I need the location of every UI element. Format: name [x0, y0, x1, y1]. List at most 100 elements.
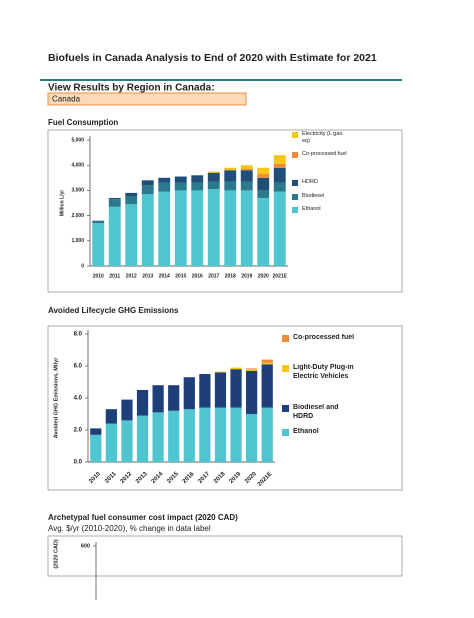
x-tick-label: 2010	[93, 273, 104, 279]
bar-segment	[257, 177, 270, 191]
bar-segment	[207, 189, 220, 266]
y-tick-label: 0	[81, 263, 84, 269]
x-tick-label: 2015	[166, 471, 180, 485]
bar-segment	[108, 199, 121, 207]
bar-segment	[183, 377, 195, 410]
chart-title: Avoided Lifecycle GHG Emissions	[48, 306, 179, 315]
page-title: Biofuels in Canada Analysis to End of 20…	[48, 52, 377, 64]
bar-segment	[257, 167, 270, 175]
bar-segment	[174, 176, 187, 183]
bar-segment	[121, 420, 133, 462]
bar-segment	[261, 362, 273, 365]
bar-segment	[191, 190, 204, 266]
x-tick-label: 2010	[88, 471, 102, 485]
legend-label: Electricity (L gas. eq)	[302, 131, 344, 144]
bar-segment	[199, 407, 211, 462]
legend-swatch	[292, 207, 298, 213]
legend-item: Biodiesel	[302, 193, 325, 199]
legend-label: Biodiesel	[302, 193, 325, 199]
bar-segment	[105, 423, 117, 462]
bar-segment	[246, 369, 258, 371]
bar-segment	[125, 192, 138, 197]
bar-segment	[261, 359, 273, 363]
y-tick-label: 0.0	[74, 460, 83, 466]
legend-swatch	[282, 365, 289, 372]
bar-segment	[108, 197, 121, 200]
region-value[interactable]: Canada	[52, 95, 81, 104]
legend-item: Electricity (L gas. eq)	[302, 131, 344, 144]
chart-frame	[47, 325, 403, 491]
section-heading: View Results by Region in Canada:	[48, 83, 215, 94]
legend-item: Light-Duty Plug-in Electric Vehicles	[293, 364, 354, 380]
bar-segment	[273, 167, 286, 183]
y-tick-label: 4,000	[71, 163, 84, 169]
legend-swatch	[292, 132, 298, 138]
bar-segment	[108, 206, 121, 266]
y-axis-label: Million L/yr	[59, 190, 65, 216]
bar-segment	[273, 155, 286, 164]
bar-segment	[199, 374, 211, 408]
bar-segment	[125, 204, 138, 266]
chart-title: Fuel Consumption	[48, 118, 118, 127]
bar-segment	[141, 185, 154, 195]
bar-segment	[92, 223, 105, 266]
legend-label: Co-processed fuel	[293, 334, 355, 341]
legend-label: Ethanol	[302, 206, 321, 212]
bar-segment	[105, 409, 117, 424]
x-tick-label: 2017	[208, 273, 219, 279]
x-tick-label: 2021E	[257, 471, 274, 488]
x-tick-label: 2018	[225, 273, 236, 279]
x-tick-label: 2017	[197, 471, 211, 485]
bar-segment	[230, 367, 242, 370]
x-tick-label: 2011	[109, 273, 120, 279]
x-tick-label: 2020	[258, 273, 269, 279]
x-tick-label: 2012	[126, 273, 137, 279]
bar-segment	[240, 168, 253, 171]
bar-segment	[214, 371, 227, 373]
bar-segment	[92, 220, 105, 224]
legend-swatch	[292, 194, 298, 200]
x-tick-label: 2014	[151, 471, 165, 485]
bar-segment	[152, 412, 164, 462]
legend-item: HDRD	[302, 179, 318, 185]
legend-label: Co-processed fuel	[302, 151, 347, 157]
bar-segment	[261, 364, 273, 408]
x-tick-label: 2016	[192, 273, 203, 279]
bar-segment	[214, 407, 227, 462]
legend-label: Biodiesel and HDRD	[293, 404, 339, 420]
y-axis-label: (2020 CAD)	[53, 539, 59, 569]
bar-segment	[224, 181, 237, 191]
y-tick-label: 5,000	[71, 137, 84, 143]
x-tick-label: 2012	[120, 471, 134, 485]
bar-segment	[240, 170, 253, 182]
x-tick-label: 2019	[229, 471, 243, 485]
region-select[interactable]	[47, 92, 247, 106]
x-tick-label: 2013	[135, 471, 149, 485]
bar-segment	[158, 191, 171, 266]
legend-swatch	[292, 152, 298, 158]
bar-segment	[273, 182, 286, 192]
x-tick-label: 2013	[142, 273, 153, 279]
bar-segment	[141, 194, 154, 266]
bar-segment	[224, 167, 237, 171]
bar-segment	[230, 407, 242, 462]
bar-segment	[246, 370, 258, 414]
bar-segment	[136, 390, 149, 416]
bar-segment	[90, 434, 102, 462]
bar-segment	[240, 190, 253, 266]
bar-segment	[158, 177, 171, 183]
bar-segment	[174, 190, 187, 266]
bar-segment	[191, 175, 204, 183]
x-tick-label: 2015	[175, 273, 186, 279]
y-tick-label: 8.0	[74, 332, 83, 338]
chart-title: Archetypal fuel consumer cost impact (20…	[48, 513, 238, 522]
bar-segment	[183, 409, 195, 462]
legend-item: Co-processed fuel	[302, 151, 347, 157]
bar-segment	[168, 410, 180, 462]
legend-item: Ethanol	[302, 206, 321, 212]
bar-segment	[207, 172, 220, 182]
y-tick-label: 4.0	[74, 396, 83, 402]
bar-segment	[273, 191, 286, 266]
legend-item: Co-processed fuel	[293, 334, 355, 341]
bar-segment	[191, 182, 204, 191]
